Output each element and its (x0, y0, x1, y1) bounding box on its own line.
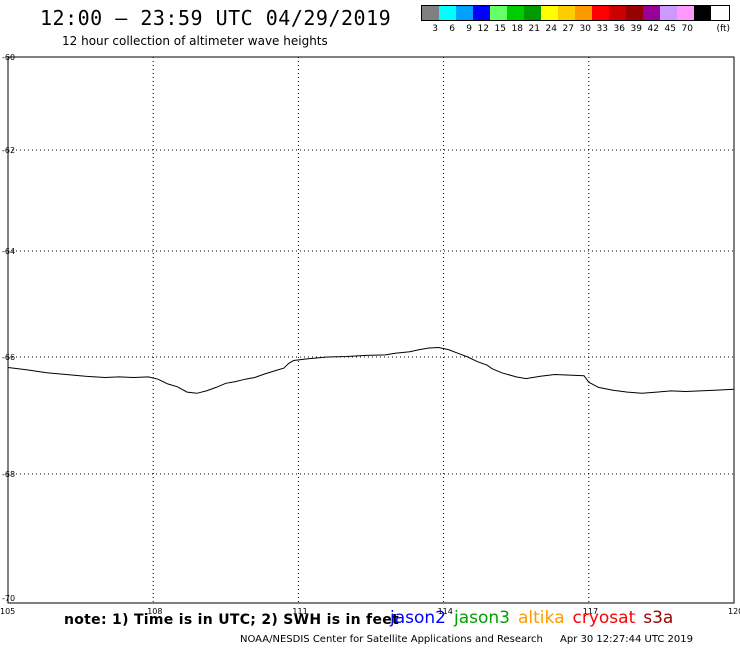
satellite-jason3: jason3 (454, 608, 510, 628)
lon-tick-label: 111 (292, 607, 307, 616)
satellite-jason2: jason2 (390, 608, 446, 628)
legend-swatch (677, 6, 694, 20)
color-legend: 3 6 9 12 15 18 21 24 27 30 33 36 39 42 45 70 (ft) (421, 5, 730, 34)
legend-label: 45 (664, 24, 676, 34)
legend-swatch (609, 6, 626, 20)
legend-swatches (421, 5, 730, 21)
page-title: 12:00 – 23:59 UTC 04/29/2019 (40, 6, 392, 30)
legend-unit: (ft) (716, 24, 730, 34)
legend-label: 12 (477, 24, 489, 34)
satellite-altika: altika (518, 608, 565, 628)
lat-tick-label: -62 (2, 146, 15, 155)
lat-tick-label: -66 (2, 353, 15, 362)
lat-tick-label: -64 (2, 247, 15, 256)
legend-swatch (422, 6, 439, 20)
timestamp: Apr 30 12:27:44 UTC 2019 (560, 634, 693, 645)
satellite-cryosat: cryosat (572, 608, 636, 628)
page-subtitle: 12 hour collection of altimeter wave hei… (62, 34, 328, 48)
legend-label: 18 (511, 24, 523, 34)
credit-line: NOAA/NESDIS Center for Satellite Applica… (240, 634, 693, 645)
satellite-legend: jason2 jason3 altika cryosat s3a (390, 608, 681, 628)
legend-label: 36 (613, 24, 625, 34)
legend-swatch (575, 6, 592, 20)
legend-label: 42 (647, 24, 659, 34)
lon-tick-label: 117 (583, 607, 598, 616)
legend-label: 15 (494, 24, 506, 34)
satellite-s3a: s3a (643, 608, 674, 628)
legend-label: 6 (449, 24, 455, 34)
lat-tick-label: -68 (2, 470, 15, 479)
legend-label: 27 (562, 24, 574, 34)
legend-swatch (694, 6, 711, 20)
legend-swatch (660, 6, 677, 20)
legend-labels: 3 6 9 12 15 18 21 24 27 30 33 36 39 42 45 70 (ft) (421, 24, 730, 34)
legend-swatch (490, 6, 507, 20)
legend-label: 39 (630, 24, 642, 34)
legend-label: 21 (528, 24, 540, 34)
legend-swatch (456, 6, 473, 20)
legend-label: 9 (466, 24, 472, 34)
legend-swatch (507, 6, 524, 20)
lon-tick-label: 114 (438, 607, 453, 616)
legend-swatch (558, 6, 575, 20)
legend-swatch (643, 6, 660, 20)
lon-tick-label: 120 (728, 607, 740, 616)
graticule (8, 57, 734, 603)
legend-label: 30 (579, 24, 591, 34)
map-frame (7, 56, 735, 604)
lat-tick-label: -60 (2, 53, 15, 62)
legend-label: 33 (596, 24, 608, 34)
legend-label: 3 (432, 24, 438, 34)
legend-label: 24 (545, 24, 557, 34)
lon-tick-label: 108 (147, 607, 162, 616)
legend-swatch (524, 6, 541, 20)
legend-swatch (626, 6, 643, 20)
axis-labels: 105 108 111 114 117 120 -60 -62 -64 -66 -68 -70 (0, 53, 740, 616)
credit-text: NOAA/NESDIS Center for Satellite Applica… (240, 634, 543, 645)
lat-tick-label: -70 (2, 594, 15, 603)
legend-label: 70 (681, 24, 693, 34)
legend-swatch (473, 6, 490, 20)
lon-tick-label: 105 (0, 607, 15, 616)
footnote: note: 1) Time is in UTC; 2) SWH is in fe… (64, 612, 400, 628)
coastline (7, 346, 735, 394)
legend-swatch (592, 6, 609, 20)
legend-swatch (541, 6, 558, 20)
legend-swatch (439, 6, 456, 20)
